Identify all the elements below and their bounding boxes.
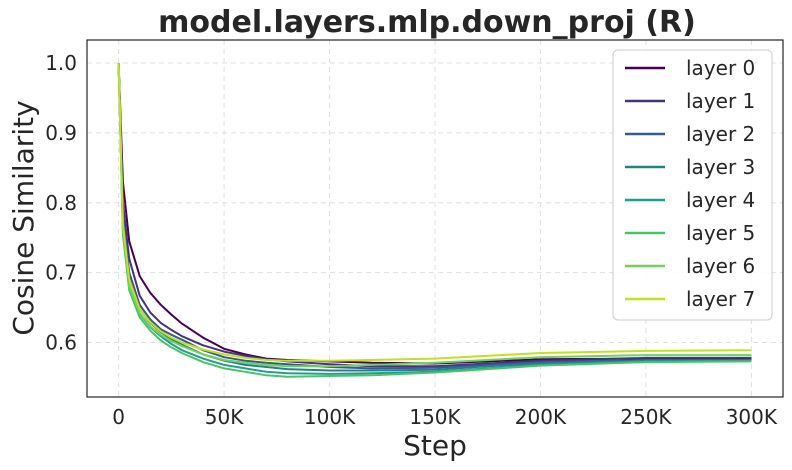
x-tick-label: 100K (304, 405, 356, 429)
x-tick-label: 250K (620, 405, 672, 429)
y-axis-label: Cosine Similarity (7, 100, 40, 335)
series-line-layer-2 (117, 63, 752, 370)
y-tick-label: 0.7 (45, 261, 77, 285)
x-tick-label: 200K (515, 405, 567, 429)
x-tick-label: 50K (205, 405, 244, 429)
x-axis-label: Step (403, 429, 467, 462)
legend-box (612, 49, 773, 321)
series-line-layer-6 (117, 63, 752, 368)
x-axis-ticks: 0 50K 100K 150K 200K 250K 300K (112, 405, 778, 429)
y-tick-label: 1.0 (45, 51, 77, 75)
legend-label: layer 2 (686, 122, 755, 146)
y-axis-ticks: 0.6 0.7 0.8 0.9 1.0 (45, 51, 77, 354)
legend: layer 0 layer 1 layer 2 layer 3 layer 4 layer… (612, 49, 773, 321)
legend-label: layer 3 (686, 155, 755, 179)
legend-label: layer 0 (686, 56, 755, 80)
series-line-layer-0 (117, 63, 752, 365)
x-tick-label: 0 (112, 405, 125, 429)
legend-label: layer 4 (686, 188, 755, 212)
series-line-layer-5 (117, 63, 752, 378)
legend-label: layer 1 (686, 89, 755, 113)
series-layer (117, 63, 752, 378)
chart-title: model.layers.mlp.down_proj (R) (158, 5, 696, 40)
legend-label: layer 6 (686, 254, 755, 278)
y-tick-label: 0.6 (45, 331, 77, 355)
legend-label: layer 5 (686, 221, 755, 245)
plot-frame (86, 39, 784, 398)
legend-label: layer 7 (686, 287, 755, 311)
series-line-layer-1 (117, 63, 752, 368)
series-line-layer-7 (117, 63, 752, 362)
x-tick-label: 150K (409, 405, 461, 429)
y-tick-label: 0.8 (45, 191, 77, 215)
x-tick-label: 300K (726, 405, 778, 429)
y-tick-label: 0.9 (45, 121, 77, 145)
